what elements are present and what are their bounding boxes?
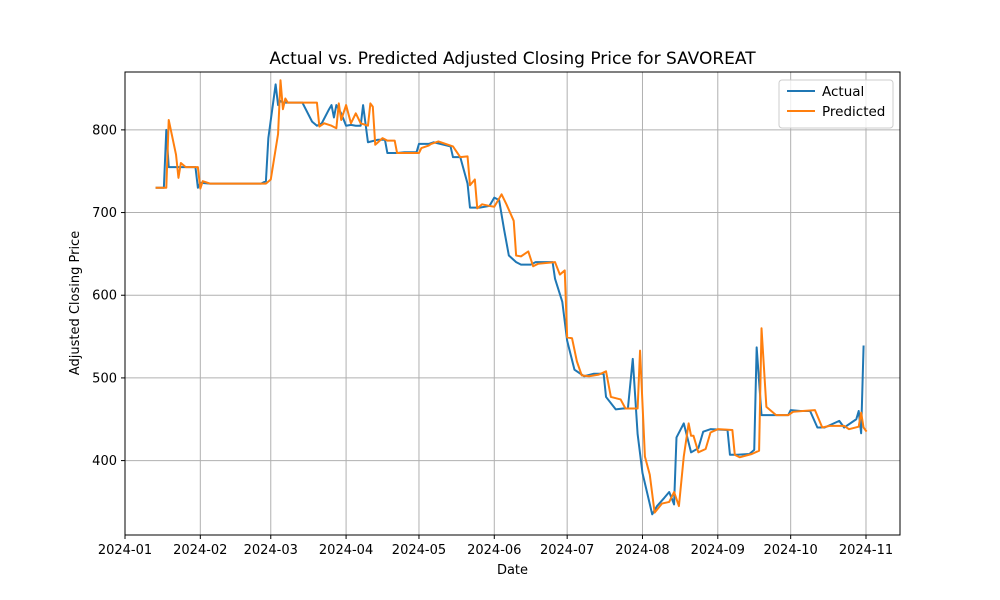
x-axis-title: Date xyxy=(497,563,528,578)
y-axis-title: Adjusted Closing Price xyxy=(68,231,83,375)
y-tick-label: 400 xyxy=(92,454,117,469)
legend: Actual Predicted xyxy=(778,79,894,129)
plot-frame xyxy=(124,71,901,536)
x-tick-label: 2024-11 xyxy=(839,543,893,558)
y-tick-label: 800 xyxy=(92,123,117,138)
grid-layer xyxy=(124,72,900,535)
x-tick-label: 2024-04 xyxy=(319,543,373,558)
series-line-predicted xyxy=(155,79,868,514)
x-tick-label: 2024-07 xyxy=(540,543,594,558)
series-layer xyxy=(155,79,868,516)
x-tick-label: 2024-03 xyxy=(244,543,298,558)
x-tick-label: 2024-08 xyxy=(615,543,669,558)
x-tick-label: 2024-09 xyxy=(691,543,745,558)
legend-label-predicted: Predicted xyxy=(822,104,885,120)
ticks-layer: 2024-01 2024-02 2024-03 2024-04 2024-05 2024-… xyxy=(92,123,893,558)
x-tick-label: 2024-01 xyxy=(98,543,152,558)
legend-label-actual: Actual xyxy=(822,84,864,100)
y-tick-label: 700 xyxy=(92,206,117,221)
y-tick-label: 600 xyxy=(92,289,117,304)
y-tick-label: 500 xyxy=(92,371,117,386)
x-tick-label: 2024-10 xyxy=(764,543,818,558)
x-tick-label: 2024-05 xyxy=(392,543,446,558)
x-tick-label: 2024-02 xyxy=(173,543,227,558)
chart-title: Actual vs. Predicted Adjusted Closing Pr… xyxy=(269,49,756,69)
x-tick-label: 2024-06 xyxy=(467,543,521,558)
